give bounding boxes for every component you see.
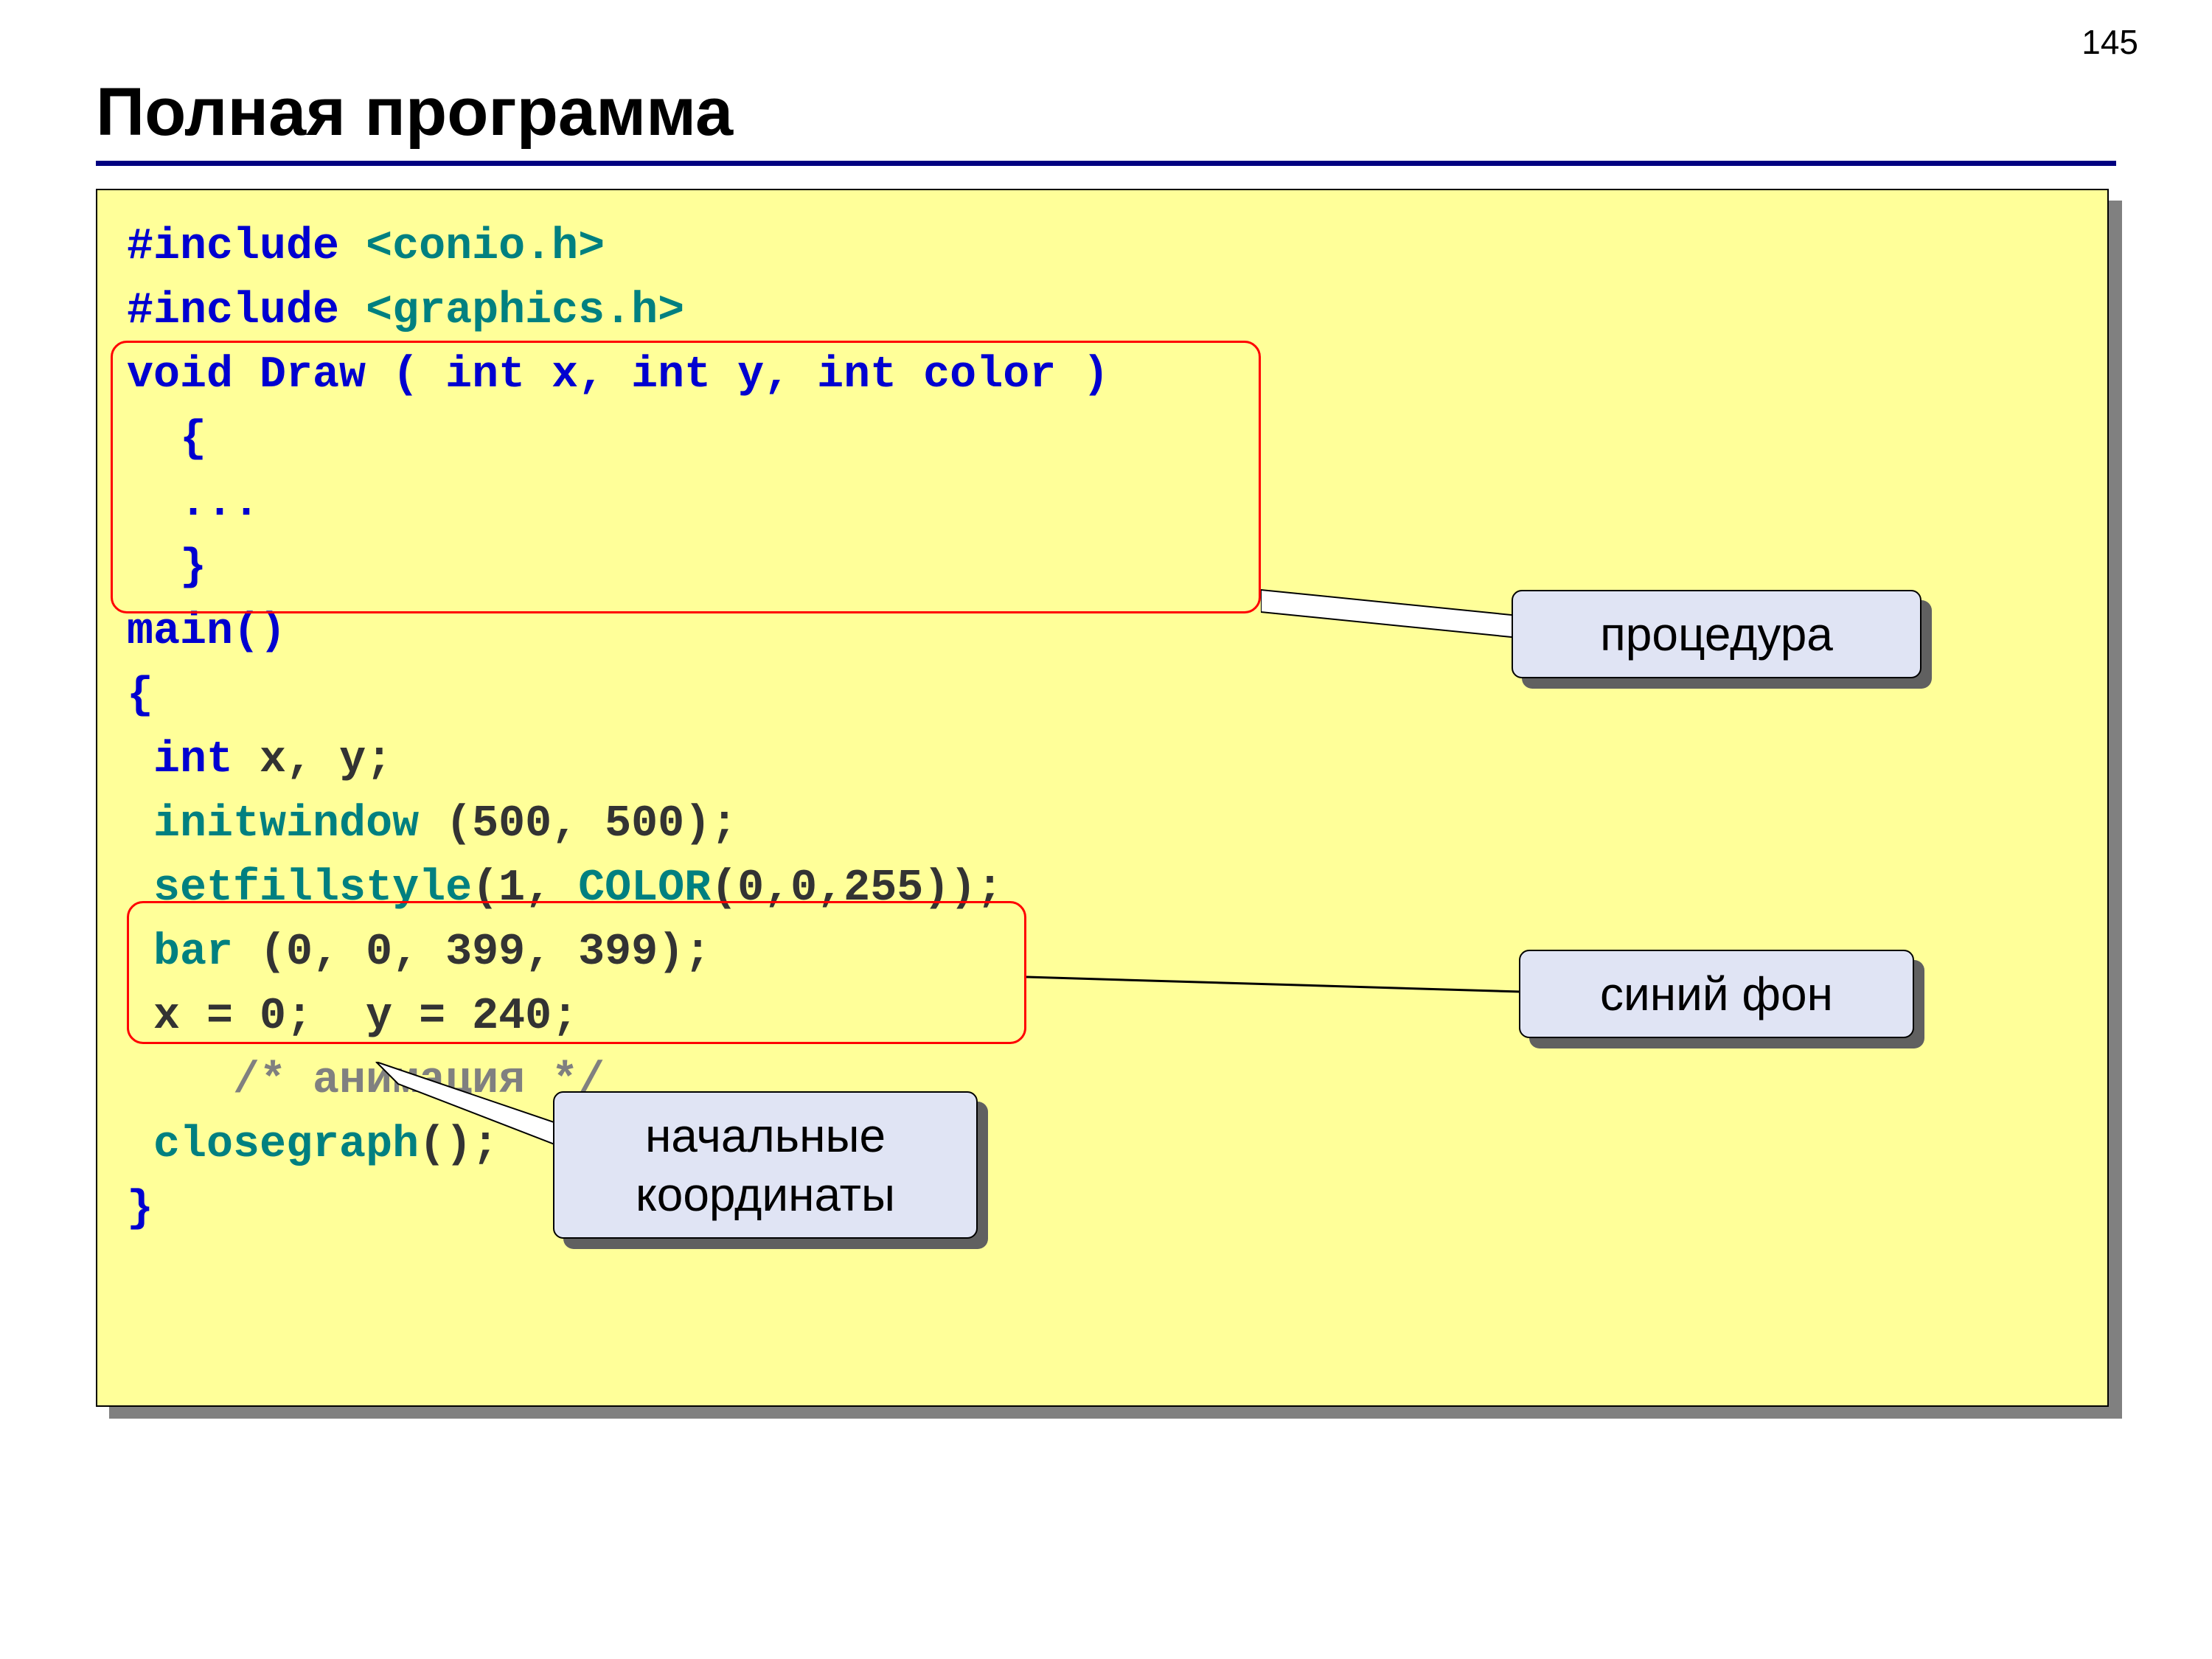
pointer-blue-bg [1026, 962, 1528, 1006]
callout-initial-coords-text: начальные координаты [636, 1106, 895, 1224]
title-rule [96, 161, 2116, 166]
highlight-blue-bg [127, 901, 1026, 1044]
code-line-9b: int [153, 735, 233, 785]
callout-initial-coords: начальные координаты [553, 1091, 978, 1239]
pointer-initial-coords [369, 1062, 575, 1150]
code-line-1b: <conio.h> [366, 222, 605, 272]
callout-blue-bg-text: синий фон [1600, 964, 1833, 1023]
code-line-15a [127, 1120, 153, 1170]
page-number: 145 [2081, 22, 2138, 62]
code-line-16: } [127, 1184, 153, 1234]
code-line-1a: #include [127, 222, 366, 272]
code-line-7: main() [127, 607, 286, 657]
code-line-8: { [127, 671, 153, 721]
code-line-10a [127, 799, 153, 849]
slide-title: Полная программа [96, 74, 733, 151]
callout-procedure: процедура [1512, 590, 1921, 678]
code-line-10b: initwindow [153, 799, 419, 849]
callout-procedure-text: процедура [1600, 605, 1833, 664]
code-line-2b: <graphics.h> [366, 286, 684, 336]
code-line-14a [127, 1056, 233, 1106]
code-line-9a [127, 735, 153, 785]
callout-blue-bg: синий фон [1519, 950, 1914, 1038]
highlight-procedure [111, 341, 1261, 613]
code-line-2a: #include [127, 286, 366, 336]
code-line-9c: x, y; [233, 735, 392, 785]
code-line-10c: (500, 500); [419, 799, 737, 849]
